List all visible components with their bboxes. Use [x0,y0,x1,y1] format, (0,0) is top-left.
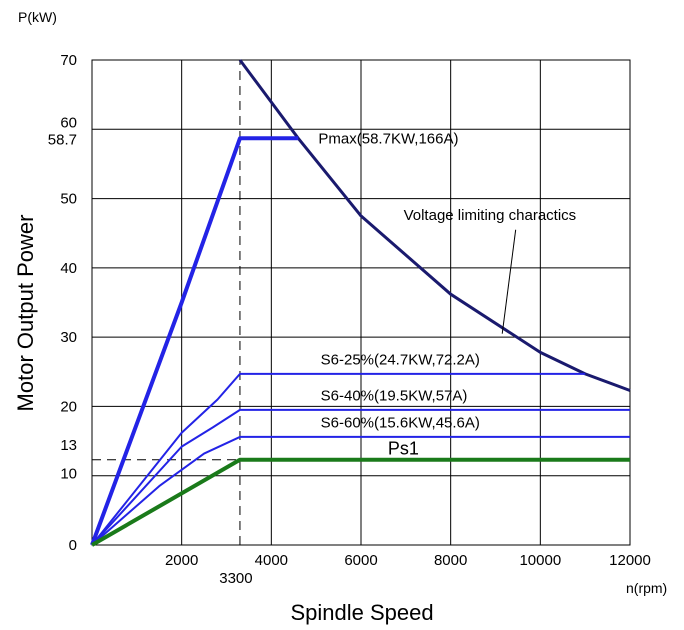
grid [92,60,630,545]
x-tick-labels: 2000 4000 6000 8000 10000 12000 3300 [165,552,651,587]
series-line-ps1 [91,457,630,547]
x-tick-label: 6000 [344,552,377,569]
y-tick-label: 58.7 [48,131,77,148]
y-unit-label: P(kW) [18,9,57,25]
series-line-voltage-limiting-charactics [238,59,631,392]
y-tick-label: 60 [60,114,77,131]
annotation-ps1: Ps1 [388,438,419,458]
annotation-voltage-limiting-charactics: Voltage limiting charactics [404,207,577,224]
y-tick-label: 13 [60,437,77,454]
y-tick-label: 70 [60,52,77,69]
reference-lines [92,60,241,545]
series-line-s6-25-24-7kw-72-2a [91,372,586,546]
x-tick-label: 4000 [255,552,288,569]
x-tick-label: 10000 [519,552,561,569]
series-line-s6-60-15-6kw-45-6a [91,435,630,546]
annotation-leader-line [501,229,517,334]
annotation-pmax-58-7kw-166a: Pmax(58.7KW,166A) [318,130,458,147]
series-lines [90,59,631,547]
plot-frame [91,59,631,546]
y-axis-title: Motor Output Power [13,215,38,412]
y-tick-labels: 0 10 13 20 30 40 50 58.760 70 [48,52,77,554]
annotation-s6-40-19-5kw-57a: S6-40%(19.5KW,57A) [321,387,468,404]
y-tick-label: 0 [69,537,77,554]
annotation-s6-25-24-7kw-72-2a: S6-25%(24.7KW,72.2A) [321,351,480,368]
x-tick-label-extra: 3300 [219,570,252,587]
annotation-s6-60-15-6kw-45-6a: S6-60%(15.6KW,45.6A) [321,414,480,431]
y-tick-label: 30 [60,329,77,346]
y-tick-label: 10 [60,466,77,483]
x-tick-label: 8000 [434,552,467,569]
series-line-s6-40-19-5kw-57a [91,408,630,546]
y-tick-label: 50 [60,191,77,208]
y-tick-label: 40 [60,260,77,277]
series-line-pmax-58-7kw-166a [90,136,299,546]
x-unit-label: n(rpm) [626,580,667,596]
x-tick-label: 2000 [165,552,198,569]
y-tick-label: 20 [60,398,77,415]
annotations: Pmax(58.7KW,166A) Voltage limiting charac… [318,130,576,458]
x-axis-title: Spindle Speed [290,600,433,625]
x-tick-label: 12000 [609,552,651,569]
